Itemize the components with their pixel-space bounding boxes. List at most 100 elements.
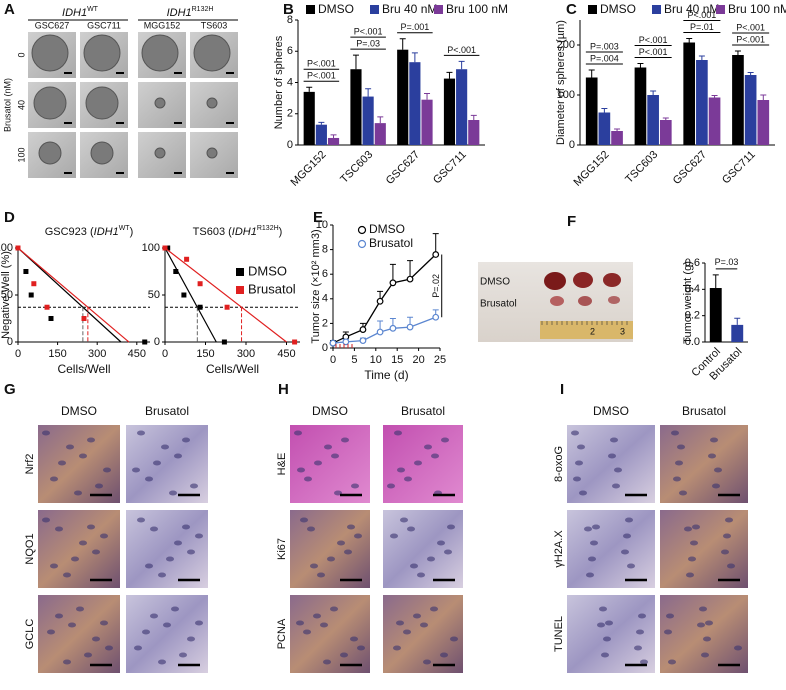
legend-swatch — [236, 268, 244, 276]
point — [48, 316, 54, 321]
text-part: R132H — [192, 6, 214, 13]
text-part: WT — [87, 6, 99, 13]
nucleus — [357, 645, 365, 651]
p-value: P<.001 — [447, 45, 476, 55]
text-part: ) — [130, 226, 134, 238]
ihc-image — [126, 425, 208, 503]
x-axis-label: Time (d) — [364, 368, 408, 382]
y-tick-label: 0.2 — [685, 310, 700, 322]
nucleus — [50, 563, 58, 569]
nucleus — [447, 524, 455, 530]
point — [181, 292, 187, 298]
nucleus — [390, 533, 398, 539]
chart-title: TS603 (IDH1R132H) — [193, 225, 283, 238]
ihc-image — [290, 425, 370, 503]
nucleus — [182, 437, 190, 443]
row-label: 40 — [16, 100, 26, 110]
column-label: DMSO — [61, 404, 97, 418]
nucleus — [734, 645, 742, 651]
ihc-image — [383, 425, 463, 503]
x-tick-label: TSC603 — [623, 149, 660, 186]
column-label: Brusatol — [682, 404, 726, 418]
y-tick-label: 6 — [322, 268, 328, 280]
nucleus — [727, 563, 735, 569]
row-label: NQO1 — [24, 533, 36, 564]
y-axis-label: Diameter of spheres (µm) — [555, 20, 567, 145]
ihc-image — [660, 510, 748, 588]
nucleus — [95, 483, 103, 489]
sphere — [141, 34, 179, 72]
nucleus — [640, 659, 648, 665]
x-axis-label: Cells/Well — [206, 362, 259, 376]
nucleus — [668, 659, 676, 665]
x-tick-label: MGG152 — [572, 149, 612, 189]
point — [342, 338, 350, 346]
error-bar — [365, 88, 372, 97]
nucleus — [297, 467, 305, 473]
panel-label: I — [560, 381, 564, 398]
nucleus — [612, 483, 620, 489]
fit-line — [17, 247, 122, 343]
nucleus — [584, 526, 592, 532]
panel-label: A — [4, 1, 15, 18]
nucleus — [195, 620, 203, 626]
column-label: GSC711 — [87, 20, 121, 30]
y-tick-label: 6 — [287, 45, 293, 57]
y-tick-label: 0 — [154, 336, 160, 348]
nucleus — [599, 606, 607, 612]
bar — [327, 137, 340, 145]
nucleus — [387, 483, 395, 489]
nucleus — [664, 629, 672, 635]
point — [28, 292, 34, 298]
row-label: PCNA — [276, 618, 288, 649]
point — [359, 326, 367, 333]
error-bar — [711, 95, 718, 98]
nucleus — [586, 572, 594, 578]
row-label: 8-oxoG — [553, 446, 565, 482]
nucleus — [150, 613, 158, 619]
sphere — [206, 97, 218, 109]
nucleus — [671, 430, 679, 436]
point — [376, 328, 384, 336]
legend-swatch — [588, 5, 597, 14]
bar — [443, 78, 456, 145]
error-bar — [411, 52, 418, 63]
nucleus — [430, 606, 438, 612]
row-label: H&E — [276, 453, 288, 476]
point — [162, 245, 168, 251]
nucleus — [79, 540, 87, 546]
error-bar — [698, 55, 705, 60]
nucleus — [400, 517, 408, 523]
x-tick-label: GSC627 — [671, 149, 709, 187]
tumor — [603, 273, 621, 287]
bar — [397, 49, 409, 145]
y-tick-label: 0 — [569, 139, 575, 151]
nucleus — [590, 540, 598, 546]
error-bar — [614, 128, 621, 131]
nucleus — [597, 622, 605, 628]
legend-marker — [357, 225, 367, 235]
point — [389, 324, 397, 332]
point — [389, 279, 397, 287]
error-bar — [318, 121, 325, 125]
y-tick-label: 0 — [7, 336, 13, 348]
sphere — [33, 86, 67, 120]
tumor — [608, 296, 620, 304]
nucleus — [708, 453, 716, 459]
nucleus — [424, 444, 432, 450]
nucleus — [686, 572, 694, 578]
y-tick-label: 4 — [287, 76, 293, 88]
legend-marker — [357, 239, 367, 249]
sphere — [206, 147, 218, 159]
nucleus — [314, 460, 322, 466]
text-part: TS603 ( — [193, 226, 232, 238]
nucleus — [579, 490, 587, 496]
nucleus — [195, 533, 203, 539]
p-value: P<.001 — [736, 34, 765, 44]
x-tick-label: 5 — [351, 354, 357, 366]
error-bar — [306, 86, 313, 92]
error-bar — [399, 38, 406, 50]
p-value: P=.02 — [431, 274, 441, 298]
nucleus — [692, 524, 700, 530]
p-value: P=.001 — [400, 22, 429, 32]
